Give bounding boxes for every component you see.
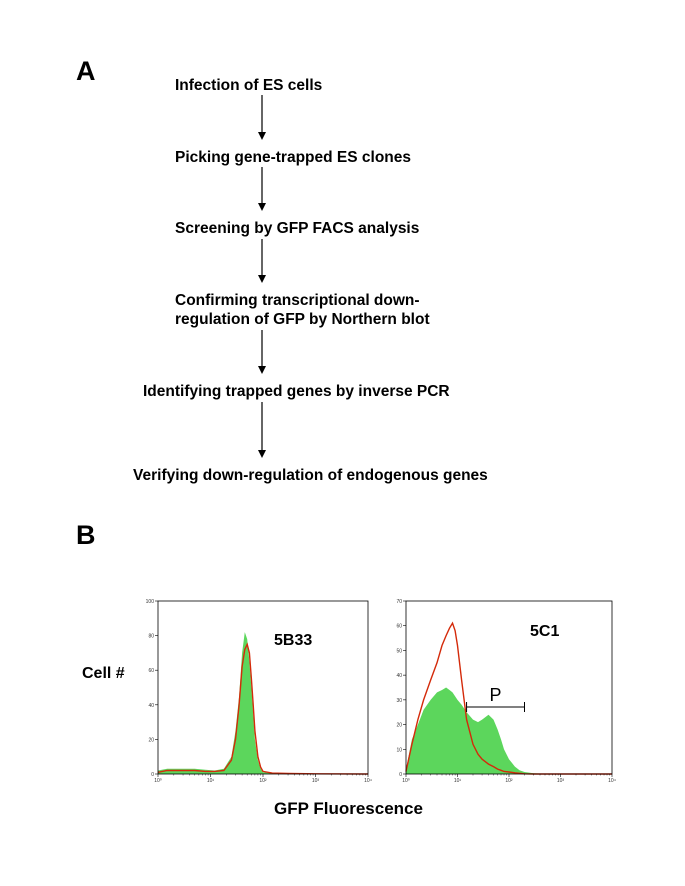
histogram-red-line: [157, 642, 369, 775]
chart-5b33: 0 20 40 60 80 100 10⁰ 10¹ 10² 10³ 10⁴ 5B33: [146, 599, 372, 784]
x-tick-label: 10¹: [454, 778, 462, 784]
flow-step-3: Screening by GFP FACS analysis: [175, 220, 420, 237]
y-tick-label: 100: [146, 599, 155, 605]
histogram-red-line: [405, 621, 612, 775]
flow-step-4-line2: regulation of GFP by Northern blot: [175, 311, 430, 328]
x-tick-label: 10⁴: [364, 778, 372, 784]
y-tick-label: 80: [148, 634, 154, 640]
y-tick-label: 40: [148, 703, 154, 709]
y-axis-title: Cell #: [82, 665, 125, 682]
y-tick-label: 60: [148, 668, 154, 674]
flow-arrow-head: [258, 132, 266, 140]
x-tick-label: 10⁰: [402, 778, 410, 784]
plot-frame: [157, 600, 369, 775]
panel-b-label: B: [76, 520, 96, 550]
flow-arrows: [258, 95, 266, 458]
flow-arrow-head: [258, 275, 266, 283]
panel-a-label: A: [76, 56, 96, 86]
flow-step-2: Picking gene-trapped ES clones: [175, 149, 412, 166]
y-tick-label: 0: [399, 772, 402, 778]
y-tick-label: 20: [148, 737, 154, 743]
y-tick-label: 20: [396, 723, 402, 729]
flow-step-4-line1: Confirming transcriptional down-: [175, 292, 420, 309]
x-tick-label: 10³: [557, 778, 565, 784]
x-tick-label: 10⁴: [608, 778, 616, 784]
flow-step-1: Infection of ES cells: [175, 77, 323, 94]
histogram-green-fill: [158, 632, 368, 774]
y-tick-label: 60: [396, 624, 402, 630]
flow-arrow-head: [258, 203, 266, 211]
gate-label: P: [490, 685, 502, 705]
x-axis-title: GFP Fluorescence: [274, 799, 423, 818]
chart-title: 5C1: [530, 623, 559, 640]
flow-arrow-head: [258, 366, 266, 374]
x-tick-label: 10²: [505, 778, 513, 784]
x-tick-label: 10³: [312, 778, 320, 784]
flow-arrow-head: [258, 450, 266, 458]
y-tick-label: 0: [151, 772, 154, 778]
flow-step-6: Verifying down-regulation of endogenous …: [133, 467, 488, 484]
y-tick-label: 10: [396, 747, 402, 753]
y-tick-label: 30: [396, 698, 402, 704]
x-tick-label: 10²: [259, 778, 267, 784]
x-tick-label: 10⁰: [154, 778, 162, 784]
x-tick-label: 10¹: [207, 778, 215, 784]
chart-5c1: 0 10 20 30 40 50 60 70 10⁰ 10¹ 10² 10³ 10⁴ 5C1 P: [396, 599, 615, 784]
y-tick-label: 40: [396, 673, 402, 679]
histogram-green-fill: [406, 687, 612, 774]
y-tick-label: 50: [396, 648, 402, 654]
y-tick-label: 70: [396, 599, 402, 605]
chart-title: 5B33: [274, 632, 312, 649]
flow-step-5: Identifying trapped genes by inverse PCR: [143, 383, 450, 400]
